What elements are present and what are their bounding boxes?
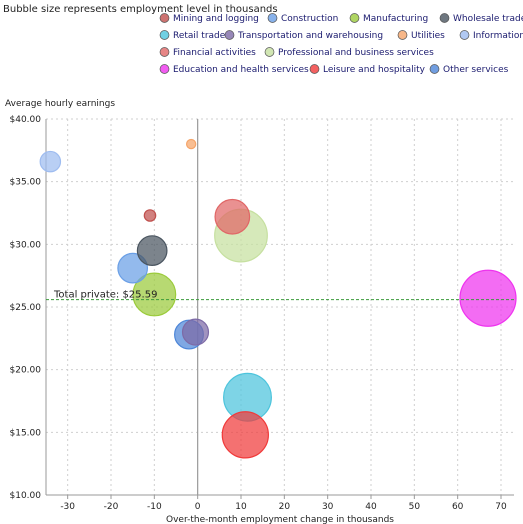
legend-swatch (397, 30, 408, 40)
legend-item-information: Information (459, 30, 523, 41)
x-tick-label: -10 (147, 502, 162, 512)
legend-label: Retail trade (173, 31, 226, 41)
bubble-size-note: Bubble size represents employment level … (3, 4, 278, 15)
x-tick-label: 40 (365, 502, 377, 512)
x-tick-label: 50 (409, 502, 421, 512)
bubble-leisure-and-hospitality (221, 411, 269, 459)
legend-label: Manufacturing (363, 14, 428, 24)
x-tick-label: 70 (495, 502, 507, 512)
legend-label: Wholesale trade (453, 14, 523, 24)
legend-swatch (159, 30, 170, 40)
legend-swatch (159, 13, 170, 23)
legend-swatch (429, 64, 440, 74)
y-axis-title: Average hourly earnings (5, 99, 115, 109)
bubble-mining-and-logging (143, 209, 157, 222)
legend-item-transportation-and-warehousing: Transportation and warehousing (224, 30, 383, 41)
legend-item-utilities: Utilities (397, 30, 445, 41)
bubble-transportation-and-warehousing (181, 318, 210, 346)
legend-item-leisure-and-hospitality: Leisure and hospitality (309, 64, 426, 75)
x-axis-title: Over-the-month employment change in thou… (166, 515, 394, 524)
x-tick-label: 60 (452, 502, 464, 512)
bubble-wholesale-trade (136, 235, 168, 266)
legend-swatch (459, 30, 470, 40)
total-private-label: Total private: $25.59 (53, 290, 157, 301)
legend-label: Information (473, 31, 523, 41)
y-tick-label: $30.00 (10, 240, 42, 250)
legend-item-retail-trade: Retail trade (159, 30, 226, 41)
legend-item-mining-and-logging: Mining and logging (159, 13, 259, 24)
legend-swatch (349, 13, 360, 23)
y-tick-label: $25.00 (10, 303, 42, 313)
y-tick-label: $20.00 (10, 366, 42, 376)
bubble-financial-activities (214, 198, 251, 235)
x-tick-label: -30 (60, 502, 75, 512)
legend-label: Mining and logging (173, 14, 259, 24)
legend-item-financial-activities: Financial activities (159, 47, 256, 58)
legend-item-wholesale-trade: Wholesale trade (439, 13, 523, 24)
legend-swatch (264, 47, 275, 57)
legend-label: Leisure and hospitality (323, 65, 426, 75)
legend-swatch (159, 47, 170, 57)
x-tick-label: 20 (279, 502, 291, 512)
y-tick-label: $40.00 (10, 115, 42, 125)
legend-label: Education and health services (173, 65, 309, 75)
y-tick-label: $35.00 (10, 178, 42, 188)
y-tick-label: $10.00 (10, 491, 42, 501)
x-tick-label: 0 (195, 502, 201, 512)
bubble-utilities (185, 138, 197, 150)
legend-item-professional-and-business-services: Professional and business services (264, 47, 434, 58)
legend-swatch (439, 13, 450, 23)
legend-label: Professional and business services (278, 48, 434, 58)
legend-swatch (224, 30, 235, 40)
legend-swatch (267, 13, 278, 23)
bubble-information (39, 150, 62, 173)
legend-swatch (159, 64, 170, 74)
bubble-education-and-health-services (459, 269, 517, 327)
bubble-construction (117, 252, 149, 284)
legend-item-manufacturing: Manufacturing (349, 13, 428, 24)
x-tick-label: 30 (322, 502, 334, 512)
legend-item-other-services: Other services (429, 64, 509, 75)
x-tick-label: 10 (235, 502, 247, 512)
legend-swatch (309, 64, 320, 74)
legend-item-education-and-health-services: Education and health services (159, 64, 309, 75)
legend-item-construction: Construction (267, 13, 338, 24)
legend-label: Financial activities (173, 48, 256, 58)
plot-area: -30 -20 -10 0 10 20 30 40 50 60 70 $10.00 $15.00 $20.… (10, 115, 517, 512)
legend-label: Transportation and warehousing (237, 31, 383, 41)
legend: Mining and logging Construction Manufactur… (159, 13, 523, 75)
legend-label: Utilities (411, 31, 445, 41)
legend-label: Construction (281, 14, 338, 24)
y-tick-label: $15.00 (10, 428, 42, 438)
x-tick-label: -20 (104, 502, 119, 512)
bubble-manufacturing (132, 272, 177, 317)
legend-label: Other services (443, 65, 509, 75)
